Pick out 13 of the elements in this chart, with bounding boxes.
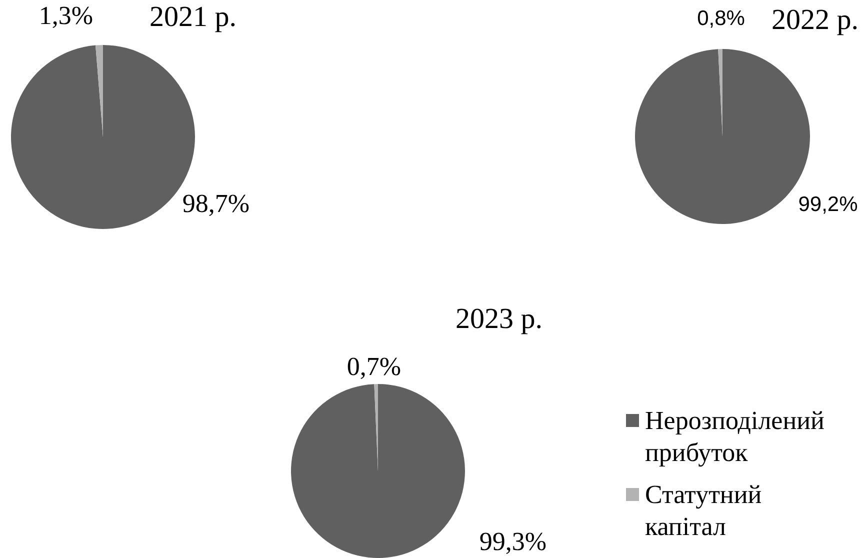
legend-label: Нерозподілений прибуток: [645, 405, 826, 469]
chart-title: 2021 р.: [150, 0, 236, 34]
chart-title: 2023 р.: [456, 302, 542, 336]
pie-slice: [291, 384, 465, 558]
data-label: 99,2%: [798, 192, 858, 216]
pie-slice: [95, 45, 103, 137]
chart-title: 2022 р.: [772, 3, 858, 37]
data-label: 0,7%: [346, 352, 402, 380]
data-label: 99,3%: [479, 526, 547, 556]
data-label: 98,7%: [182, 188, 250, 218]
data-label: 1,3%: [38, 0, 94, 30]
legend-label: Статутний капітал: [645, 479, 763, 543]
data-label: 0,8%: [697, 6, 745, 30]
